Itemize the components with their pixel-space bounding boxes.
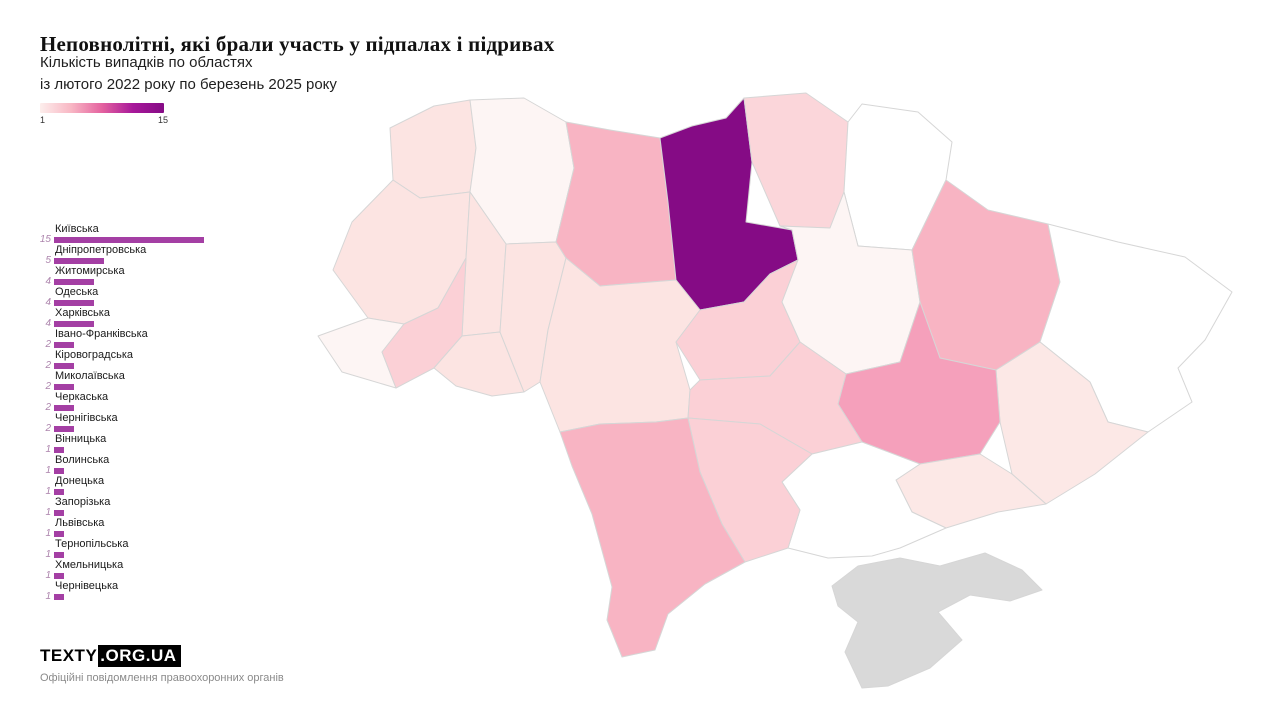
region-krym <box>831 552 1043 689</box>
bar-label: Львівська <box>55 517 105 529</box>
bar-row: Вінницька 1 <box>36 433 266 455</box>
bar-value: 2 <box>45 360 51 371</box>
bar-value: 15 <box>39 234 51 245</box>
bar-row: Івано-Франківська 2 <box>36 328 266 350</box>
bar-label: Івано-Франківська <box>55 328 148 340</box>
subtitle-line2: із лютого 2022 року по березень 2025 рок… <box>40 76 337 93</box>
bar-value: 1 <box>45 591 51 602</box>
bar-label: Тернопільська <box>55 538 129 550</box>
bar-label: Чернівецька <box>55 580 119 592</box>
legend-min-label: 1 <box>40 115 46 125</box>
bar-row: Чернігівська 2 <box>36 412 266 434</box>
bar-label: Волинська <box>55 454 110 466</box>
subtitle-line1: Кількість випадків по областях <box>40 54 253 71</box>
bar-value: 4 <box>45 276 51 287</box>
bar-label: Хмельницька <box>55 559 124 571</box>
bar-value: 1 <box>45 444 51 455</box>
bar-label: Вінницька <box>55 433 107 445</box>
bar-row: Черкаська 2 <box>36 391 266 413</box>
oblast-odeska <box>559 417 746 658</box>
bar-value: 2 <box>45 381 51 392</box>
texty-logo-org: .ORG.UA <box>98 645 181 667</box>
legend-gradient-bar <box>40 103 164 113</box>
bar-rect <box>54 467 64 474</box>
bar-row: Львівська 1 <box>36 517 266 539</box>
bar-rect <box>54 572 64 579</box>
bar-chart: Київська 15 Дніпропетровська 5 Житомирсь… <box>36 223 266 602</box>
bar-rect <box>54 551 64 558</box>
oblast-volynska <box>389 99 477 199</box>
bar-label: Харківська <box>55 307 110 319</box>
bar-rect <box>54 320 94 327</box>
bar-label: Одеська <box>55 286 99 298</box>
bar-rect <box>54 593 64 600</box>
footer-caption: Офіційні повідомлення правоохоронних орг… <box>40 672 284 684</box>
bar-value: 1 <box>45 549 51 560</box>
subtitle: Кількість випадків по областях із лютого… <box>40 52 337 96</box>
bar-value: 2 <box>45 423 51 434</box>
bar-row: Харківська 4 <box>36 307 266 329</box>
bar-label: Житомирська <box>55 265 125 277</box>
footer: TEXTY .ORG.UA Офіційні повідомлення право… <box>40 645 284 684</box>
color-scale-legend: 1 15 <box>40 103 170 125</box>
bar-value: 1 <box>45 528 51 539</box>
bar-label: Кіровоградська <box>55 349 133 361</box>
bar-label: Запорізька <box>55 496 111 508</box>
bar-value: 1 <box>45 570 51 581</box>
bar-rect <box>54 383 74 390</box>
bar-rect <box>54 236 204 243</box>
bar-row: Запорізька 1 <box>36 496 266 518</box>
bar-rect <box>54 530 64 537</box>
bar-rect <box>54 278 94 285</box>
bar-rect <box>54 509 64 516</box>
bar-rect <box>54 446 64 453</box>
page-title: Неповнолітні, які брали участь у підпала… <box>40 32 555 57</box>
bar-row: Кіровоградська 2 <box>36 349 266 371</box>
texty-logo: TEXTY .ORG.UA <box>40 645 284 667</box>
oblast-vinnytska <box>539 257 701 433</box>
texty-logo-main: TEXTY <box>40 646 98 665</box>
bar-value: 1 <box>45 486 51 497</box>
bar-row: Дніпропетровська 5 <box>36 244 266 266</box>
bar-row: Чернівецька 1 <box>36 580 266 602</box>
bar-row: Хмельницька 1 <box>36 559 266 581</box>
bar-row: Донецька 1 <box>36 475 266 497</box>
bar-rect <box>54 257 104 264</box>
bar-value: 5 <box>45 255 51 266</box>
bar-label: Дніпропетровська <box>55 244 147 256</box>
bar-label: Донецька <box>55 475 105 487</box>
bar-value: 1 <box>45 465 51 476</box>
bar-value: 2 <box>45 402 51 413</box>
bar-label: Черкаська <box>55 391 109 403</box>
oblast-chernihivska <box>743 92 849 229</box>
bar-rect <box>54 299 94 306</box>
bar-label: Київська <box>55 223 99 235</box>
bar-rect <box>54 425 74 432</box>
bar-value: 4 <box>45 297 51 308</box>
bar-value: 4 <box>45 318 51 329</box>
bar-row: Одеська 4 <box>36 286 266 308</box>
bar-row: Тернопільська 1 <box>36 538 266 560</box>
bar-rect <box>54 404 74 411</box>
bar-row: Волинська 1 <box>36 454 266 476</box>
oblast-zhytomyrska <box>555 121 677 287</box>
bar-row: Миколаївська 2 <box>36 370 266 392</box>
bar-label: Чернігівська <box>55 412 118 424</box>
bar-row: Житомирська 4 <box>36 265 266 287</box>
bar-rect <box>54 341 74 348</box>
bar-label: Миколаївська <box>55 370 125 382</box>
bar-rect <box>54 488 64 495</box>
legend-max-label: 15 <box>157 115 168 125</box>
bar-value: 2 <box>45 339 51 350</box>
bar-rect <box>54 362 74 369</box>
bar-row: Київська 15 <box>36 223 266 245</box>
oblast-ivano-frankivska <box>381 257 467 389</box>
bar-value: 1 <box>45 507 51 518</box>
